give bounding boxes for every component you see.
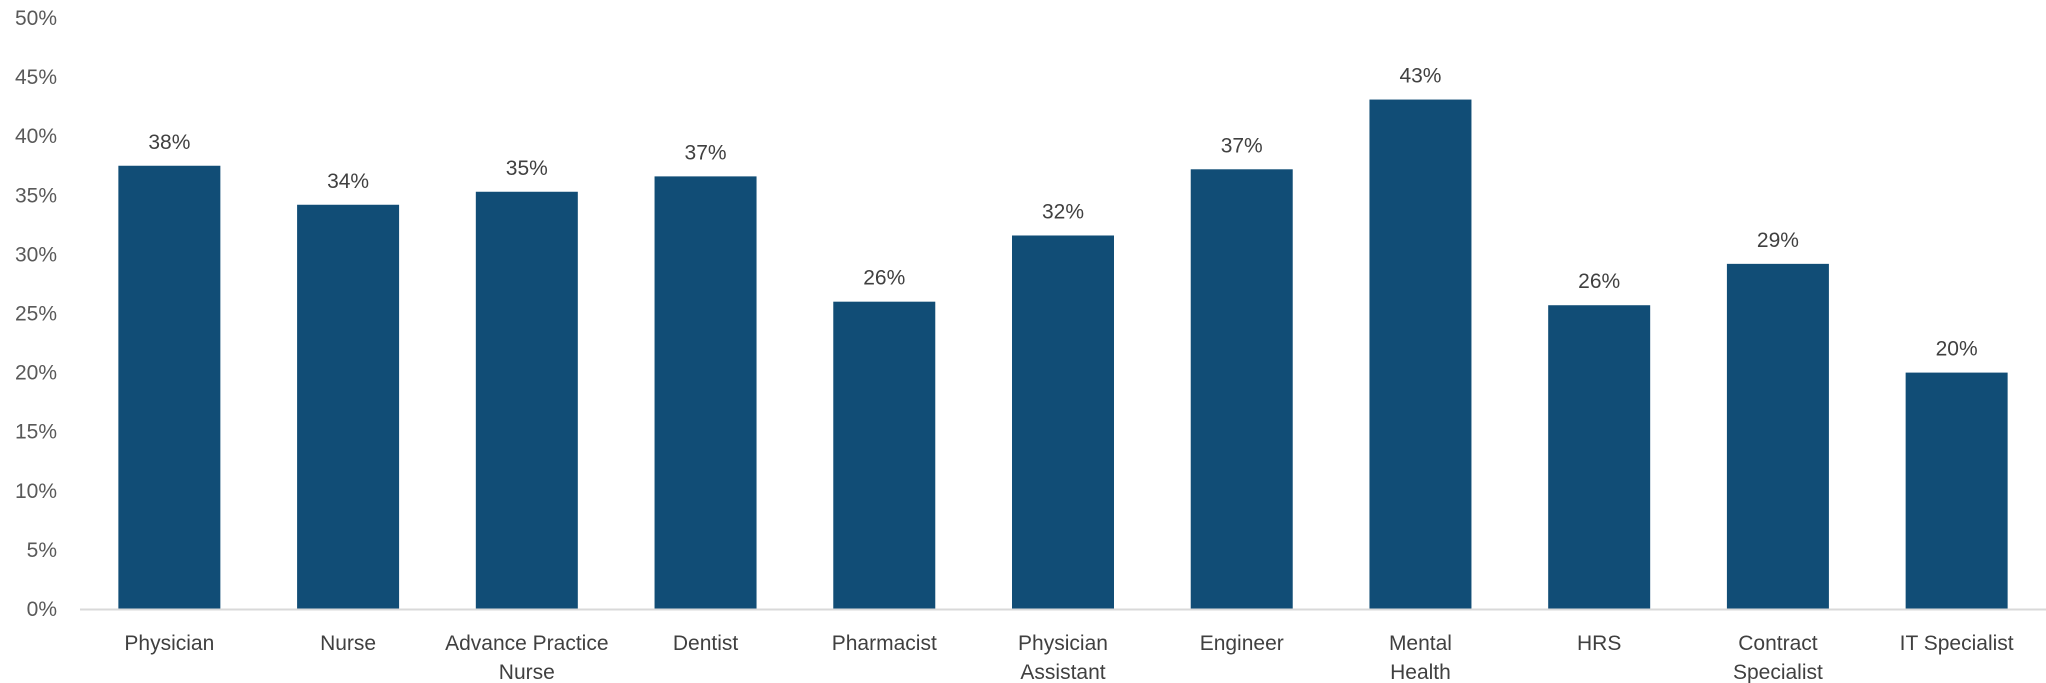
data-label: 34% — [327, 170, 369, 193]
bar — [297, 204, 400, 610]
x-axis: Physician Nurse Advance Practice Nurse Denti… — [80, 608, 2046, 683]
y-tick-label: 45% — [15, 66, 57, 89]
y-tick-label: 40% — [15, 125, 57, 148]
bar — [1012, 235, 1114, 609]
x-tick-label: Advance Practice Nurse — [445, 632, 608, 683]
x-tick-label: Engineer — [1200, 632, 1284, 655]
y-tick-label: 5% — [27, 539, 57, 562]
y-tick-label: 20% — [15, 362, 57, 385]
x-tick-label: HRS — [1577, 632, 1621, 655]
data-labels: 38% 34% 35% 37% 26% 32% 37% 43% 26% 29% 20% — [148, 65, 1977, 361]
x-tick-label: Physician Assistant — [1018, 632, 1108, 683]
x-tick-label: IT Specialist — [1900, 632, 2014, 655]
y-tick-label: 10% — [15, 480, 57, 503]
y-tick-label: 25% — [15, 303, 57, 326]
data-label: 35% — [506, 157, 548, 180]
data-label: 20% — [1936, 338, 1978, 361]
bar — [1726, 263, 1829, 609]
data-label: 37% — [685, 141, 727, 164]
data-label: 26% — [1578, 270, 1620, 293]
data-label: 38% — [148, 131, 190, 154]
x-tick-label: Nurse — [320, 632, 376, 655]
y-tick-label: 15% — [15, 421, 57, 444]
x-tick-label: Contract Specialist — [1733, 632, 1823, 683]
bar — [654, 176, 757, 609]
x-tick-label: Dentist — [673, 632, 739, 655]
bar — [118, 165, 221, 609]
bar — [1548, 305, 1651, 609]
data-label: 26% — [863, 267, 905, 290]
data-label: 37% — [1221, 134, 1263, 157]
y-axis: 0% 5% 10% 15% 20% 25% 30% 35% 40% 45% 50% — [15, 7, 57, 621]
data-label: 29% — [1757, 229, 1799, 252]
data-label: 32% — [1042, 200, 1084, 223]
y-tick-label: 0% — [27, 598, 57, 621]
bar — [833, 301, 936, 609]
x-tick-label: Pharmacist — [832, 632, 937, 655]
y-tick-label: 50% — [15, 7, 57, 30]
bar — [475, 191, 578, 609]
y-tick-label: 35% — [15, 184, 57, 207]
bar — [1905, 372, 2008, 609]
x-tick-label: Mental Health — [1389, 632, 1452, 683]
y-tick-label: 30% — [15, 243, 57, 266]
bar — [1369, 99, 1472, 610]
bars — [118, 99, 2008, 610]
data-label: 43% — [1399, 65, 1441, 88]
bar — [1190, 169, 1293, 609]
x-tick-label: Physician — [124, 632, 214, 655]
